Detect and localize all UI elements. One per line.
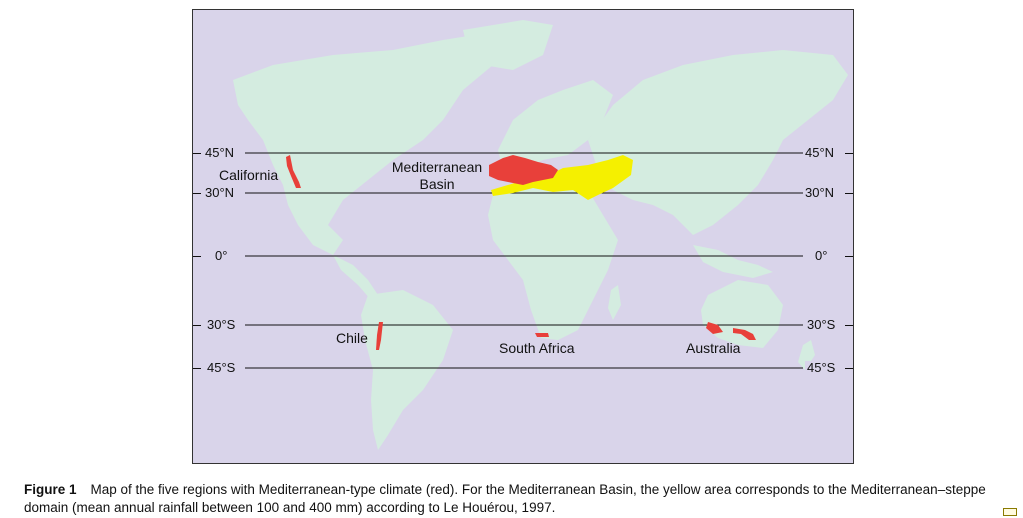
world-map: 45°N 30°N 0° 30°S 45°S 45°N 30°N 0° 30°S… xyxy=(192,9,854,464)
label-mediterranean-line1: Mediterranean xyxy=(391,159,483,175)
lat-label-right-45s: 45°S xyxy=(805,360,838,375)
tick-left-45n xyxy=(193,153,201,154)
mediterranean-climate-zones xyxy=(286,155,756,350)
tick-right-45s xyxy=(845,368,853,369)
steppe-zone xyxy=(491,155,633,200)
south-africa-zone xyxy=(535,333,549,337)
tick-right-45n xyxy=(845,153,853,154)
australia-zone-west xyxy=(706,322,723,334)
landmasses xyxy=(233,20,848,450)
greenland xyxy=(463,20,553,70)
latitude-lines xyxy=(245,152,803,369)
lat-label-right-45n: 45°N xyxy=(803,145,837,160)
label-california: California xyxy=(219,167,279,183)
tick-left-30s xyxy=(193,325,201,326)
lat-label-left-0: 0° xyxy=(213,248,230,263)
lat-label-right-30s: 30°S xyxy=(805,317,838,332)
south-america xyxy=(361,290,453,450)
california-zone xyxy=(286,155,301,188)
lat-label-right-30n: 30°N xyxy=(803,185,837,200)
australia-zone-south xyxy=(733,328,756,340)
madagascar xyxy=(608,285,621,320)
label-south-africa: South Africa xyxy=(499,340,575,356)
tick-right-0 xyxy=(845,256,853,257)
corner-marker xyxy=(1003,508,1017,516)
tick-left-0 xyxy=(193,256,201,257)
map-canvas xyxy=(233,20,848,450)
australia-landmass xyxy=(701,280,783,348)
label-australia: Australia xyxy=(686,340,741,356)
asia xyxy=(588,50,848,235)
chile-zone xyxy=(376,322,383,350)
figure-caption: Figure 1 Map of the five regions with Med… xyxy=(24,481,1019,517)
label-mediterranean-basin: Mediterranean Basin xyxy=(385,159,489,193)
lat-label-left-30n: 30°N xyxy=(203,185,237,200)
tick-right-30s xyxy=(845,325,853,326)
label-mediterranean-line2: Basin xyxy=(419,176,455,192)
central-america xyxy=(333,255,378,300)
mediterranean-basin-zone xyxy=(489,155,558,185)
lat-label-right-0: 0° xyxy=(813,248,830,263)
label-chile: Chile xyxy=(336,330,368,346)
caption-text: Map of the five regions with Mediterrane… xyxy=(24,482,986,515)
tick-left-45s xyxy=(193,368,201,369)
lat-label-left-45n: 45°N xyxy=(203,145,237,160)
tick-right-30n xyxy=(845,193,853,194)
southeast-asia-islands xyxy=(693,245,773,278)
lat-label-left-45s: 45°S xyxy=(205,360,238,375)
lat-label-left-30s: 30°S xyxy=(205,317,238,332)
new-zealand xyxy=(798,340,815,370)
tick-left-30n xyxy=(193,193,201,194)
africa xyxy=(488,180,618,340)
europe xyxy=(498,80,613,170)
caption-label: Figure 1 xyxy=(24,482,77,497)
north-america xyxy=(233,32,523,255)
